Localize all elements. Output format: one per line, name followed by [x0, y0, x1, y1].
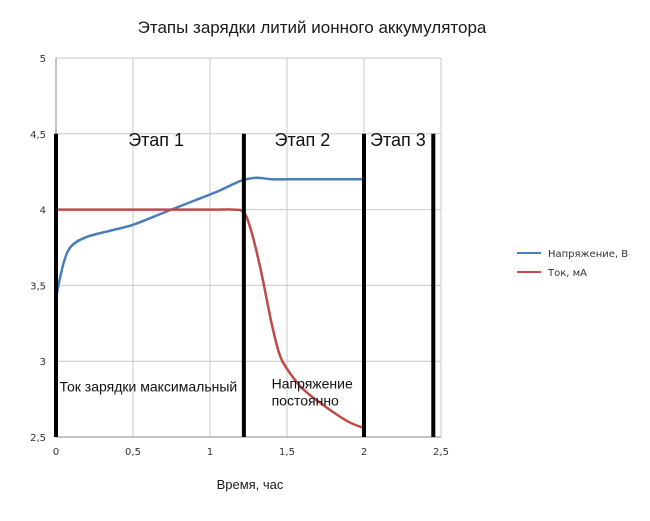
x-tick-label: 2,5	[433, 447, 449, 458]
x-tick-label: 1	[207, 447, 213, 458]
y-tick-label: 3	[40, 357, 46, 368]
series-line-0	[54, 176, 364, 298]
y-tick-label: 2,5	[30, 433, 46, 444]
stage-dividers	[54, 133, 436, 437]
y-tick-label: 5	[40, 54, 46, 65]
annotation: Ток зарядки максимальный	[60, 379, 238, 395]
stage-label: Этап 2	[275, 130, 331, 150]
y-tick-label: 4,5	[30, 130, 46, 141]
annotations: Ток зарядки максимальный Напряжение постоя…	[60, 375, 353, 408]
series-line-1	[56, 208, 365, 430]
y-tick-label: 4	[40, 206, 46, 217]
x-tick-label: 0	[53, 447, 59, 458]
annotation: Напряжение постоянно	[272, 375, 353, 408]
chart-title: Этапы зарядки литий ионного аккумулятора	[138, 18, 487, 37]
legend-item-voltage: Напряжение, В	[517, 249, 628, 260]
legend-label-current: Ток, мА	[547, 268, 587, 279]
y-tick-labels: 2,5 3 3,5 4 4,5 5	[30, 54, 46, 444]
x-tick-label: 0,5	[125, 447, 141, 458]
x-tick-label: 1,5	[279, 447, 295, 458]
x-tick-labels: 0 0,5 1 1,5 2 2,5	[53, 447, 449, 458]
stage-label: Этап 3	[370, 130, 426, 150]
y-tick-label: 3,5	[30, 281, 46, 292]
legend: Напряжение, В Ток, мА	[517, 249, 628, 279]
x-axis-label: Время, час	[217, 477, 284, 492]
legend-label-voltage: Напряжение, В	[548, 249, 628, 260]
x-tick-label: 2	[361, 447, 367, 458]
legend-item-current: Ток, мА	[517, 268, 587, 279]
stage-labels: Этап 1 Этап 2 Этап 3	[128, 130, 426, 150]
stage-label: Этап 1	[128, 130, 184, 150]
series-lines	[54, 176, 365, 430]
